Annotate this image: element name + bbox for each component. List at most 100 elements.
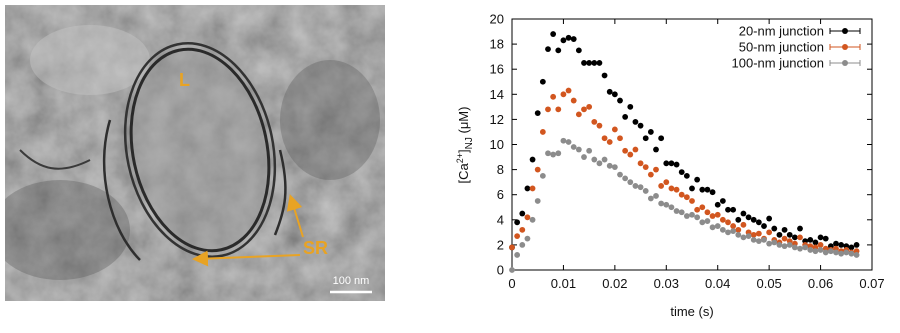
data-point xyxy=(539,78,546,85)
data-point xyxy=(740,221,747,228)
data-point xyxy=(581,154,587,160)
data-point xyxy=(514,233,521,240)
x-tick-label: 0.02 xyxy=(602,276,627,291)
data-point xyxy=(534,198,541,204)
data-point xyxy=(591,156,598,163)
data-point xyxy=(781,226,788,233)
data-point xyxy=(833,249,839,256)
y-tick-label: 16 xyxy=(490,62,504,77)
data-point xyxy=(663,179,670,186)
y-tick-label: 18 xyxy=(490,37,504,52)
region-label: L xyxy=(179,70,190,90)
data-point xyxy=(714,201,721,208)
data-point xyxy=(565,34,572,41)
data-point xyxy=(725,219,731,226)
data-point xyxy=(601,156,608,163)
data-point xyxy=(833,240,839,247)
data-point xyxy=(663,160,670,167)
data-point xyxy=(689,211,695,218)
data-point xyxy=(750,236,757,243)
data-point xyxy=(550,31,557,37)
y-tick-label: 6 xyxy=(497,187,504,202)
data-point xyxy=(606,139,613,145)
data-point xyxy=(766,240,773,247)
data-point xyxy=(622,113,629,120)
data-point xyxy=(560,37,567,44)
data-point xyxy=(565,87,572,94)
data-point xyxy=(699,219,706,226)
data-point xyxy=(637,160,644,167)
data-point xyxy=(755,238,762,245)
data-point xyxy=(611,164,618,170)
data-point xyxy=(658,135,665,142)
data-point xyxy=(802,244,809,251)
data-point xyxy=(838,250,845,257)
data-point xyxy=(755,230,762,237)
data-point xyxy=(560,91,567,98)
data-point xyxy=(570,36,577,42)
data-point xyxy=(771,239,778,246)
data-point xyxy=(786,231,793,238)
data-point xyxy=(745,214,752,221)
data-point xyxy=(509,244,515,251)
data-point xyxy=(519,226,526,233)
y-tick-label: 8 xyxy=(497,162,504,177)
data-point xyxy=(719,216,726,223)
data-point xyxy=(555,106,562,113)
data-point xyxy=(519,242,526,248)
data-point xyxy=(570,144,577,150)
data-point xyxy=(766,229,773,236)
data-point xyxy=(524,235,531,242)
data-point xyxy=(647,171,654,178)
data-point xyxy=(509,267,515,273)
data-point xyxy=(575,111,582,118)
data-point xyxy=(606,88,613,95)
data-point xyxy=(678,209,685,216)
data-point xyxy=(663,201,670,208)
data-point xyxy=(735,216,742,223)
data-point xyxy=(545,106,551,113)
data-point xyxy=(817,234,824,241)
data-point xyxy=(683,213,690,219)
data-point xyxy=(683,194,690,201)
y-label-unit: (μM) xyxy=(456,107,471,138)
y-label-part: [Ca xyxy=(456,162,471,183)
data-point xyxy=(812,239,819,246)
data-point xyxy=(653,166,659,173)
data-point xyxy=(622,147,629,154)
data-point xyxy=(514,219,521,226)
data-point xyxy=(771,225,778,232)
data-point xyxy=(838,242,845,248)
legend-label: 20-nm junction xyxy=(739,24,824,39)
data-point xyxy=(822,235,829,242)
data-point xyxy=(750,216,757,223)
arrow-label: SR xyxy=(303,238,328,258)
data-point xyxy=(560,137,567,144)
data-point xyxy=(776,242,783,248)
data-point xyxy=(689,185,695,192)
data-point xyxy=(642,164,649,170)
data-point xyxy=(653,193,659,199)
data-point xyxy=(750,231,757,238)
data-point xyxy=(539,129,546,135)
data-point xyxy=(807,247,814,253)
x-tick-label: 0.03 xyxy=(654,276,679,291)
data-point xyxy=(617,135,623,142)
data-point xyxy=(550,151,557,158)
data-point xyxy=(689,198,695,204)
data-point xyxy=(761,223,767,229)
data-point xyxy=(627,103,634,110)
data-point xyxy=(781,235,788,242)
data-point xyxy=(668,204,675,211)
data-point xyxy=(550,93,557,100)
data-point xyxy=(545,46,551,53)
legend-marker xyxy=(842,44,848,50)
data-point xyxy=(658,200,665,207)
y-axis-label: [Ca2+]NJ (μM) xyxy=(455,107,475,184)
x-axis-label: time (s) xyxy=(670,304,713,319)
x-tick-label: 0.07 xyxy=(859,276,884,291)
data-point xyxy=(817,242,824,248)
y-tick-label: 14 xyxy=(490,87,504,102)
data-point xyxy=(694,214,701,221)
legend-label: 100-nm junction xyxy=(732,56,825,71)
